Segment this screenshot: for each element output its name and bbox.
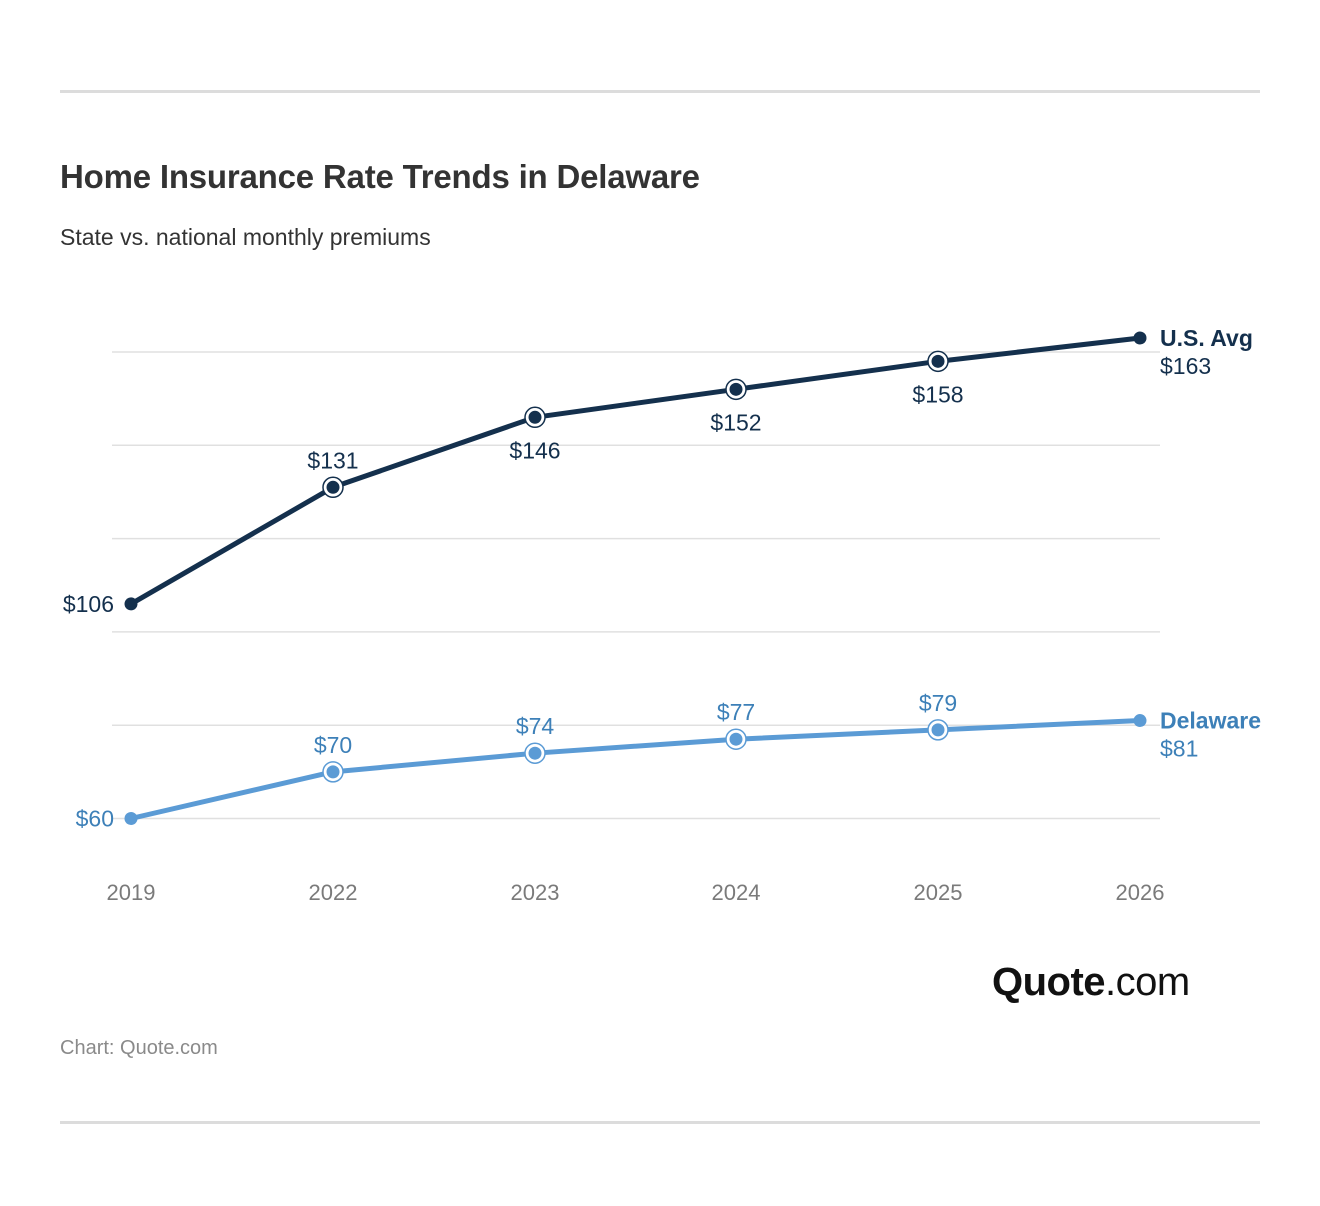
delaware-point-2025 <box>931 723 945 737</box>
series-lines <box>128 335 1143 821</box>
gridlines <box>112 351 1160 820</box>
us-avg-value-label-2023: $146 <box>509 437 560 463</box>
delaware-point-2022 <box>326 765 340 779</box>
us-avg-line <box>128 335 1143 607</box>
delaware-value-label-2024: $77 <box>717 699 755 725</box>
x-tick-2022: 2022 <box>309 880 358 905</box>
delaware-value-label-2023: $74 <box>516 713 555 739</box>
us-avg-point-2026 <box>1133 331 1147 345</box>
us-avg-point-2022 <box>326 480 340 494</box>
quote-logo: Quote.com <box>992 960 1190 1005</box>
us-avg-value-label-2022: $131 <box>307 447 358 473</box>
us-avg-value-label-2019: $106 <box>63 591 114 617</box>
x-tick-2024: 2024 <box>712 880 761 905</box>
delaware-value-label-2022: $70 <box>314 732 352 758</box>
us-avg-value-label-2024: $152 <box>710 409 761 435</box>
delaware-series-label: Delaware <box>1160 708 1261 734</box>
us-avg-value-label-2025: $158 <box>912 381 963 407</box>
delaware-point-2024 <box>729 732 743 746</box>
delaware-point-2026 <box>1133 714 1147 728</box>
logo-bold-text: Quote <box>992 960 1106 1004</box>
x-axis: 2019 2022 2023 2024 2025 2026 <box>107 880 1165 905</box>
data-labels: $106 $131 $146 $152 $158 U.S. Avg$163 $60 $70 $7… <box>63 325 1261 831</box>
delaware-line <box>128 718 1143 821</box>
x-tick-2025: 2025 <box>914 880 963 905</box>
us-avg-value-label-2026: $163 <box>1160 353 1211 379</box>
data-points <box>124 331 1147 825</box>
us-avg-series-label: U.S. Avg <box>1160 325 1253 351</box>
us-avg-point-2019 <box>124 597 138 611</box>
delaware-value-label-2025: $79 <box>919 690 957 716</box>
delaware-point-2019 <box>124 812 138 825</box>
chart-title: Home Insurance Rate Trends in Delaware <box>60 158 700 195</box>
us-avg-point-2023 <box>528 410 542 424</box>
delaware-point-2023 <box>528 746 542 760</box>
chart-source: Chart: Quote.com <box>60 1037 218 1059</box>
delaware-value-label-2019: $60 <box>76 806 114 832</box>
delaware-value-label-2026: $81 <box>1160 736 1198 762</box>
us-avg-point-2025 <box>931 354 945 368</box>
x-tick-2019: 2019 <box>107 880 156 905</box>
x-tick-2026: 2026 <box>1116 880 1165 905</box>
bottom-divider <box>60 1121 1260 1124</box>
top-divider <box>60 90 1260 93</box>
chart-subtitle: State vs. national monthly premiums <box>60 224 431 250</box>
us-avg-point-2024 <box>729 382 743 396</box>
x-tick-2023: 2023 <box>511 880 560 905</box>
logo-suffix-text: .com <box>1105 960 1190 1004</box>
